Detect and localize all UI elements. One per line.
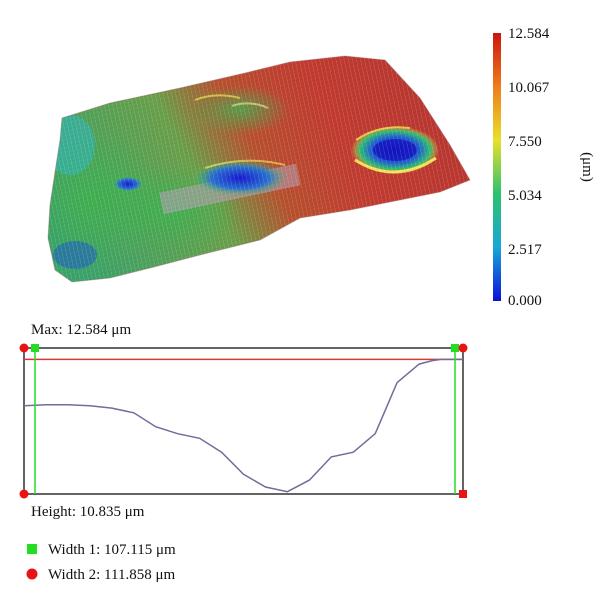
colorbar-tick-1: 10.067 (508, 80, 550, 96)
legend-width1-label: Width 1: 107.115 μm (48, 542, 176, 558)
legend-width2-marker (26, 568, 38, 580)
profile-plot: Max: 12.584 μm Height: 10.835 μm Width 1… (19, 322, 468, 583)
colorbar-unit-label: (μm) (579, 152, 595, 182)
corner-marker-bottom-right (459, 490, 467, 498)
profile-frame (23, 347, 464, 495)
colorbar-tick-0: 12.584 (508, 26, 550, 42)
surface-plot: 12.584 10.067 7.550 5.034 2.517 0.000 (μ… (47, 26, 595, 309)
max-annotation: Max: 12.584 μm (31, 322, 131, 338)
colorbar (493, 33, 501, 301)
colorbar-tick-3: 5.034 (508, 188, 542, 204)
profile-line (23, 358, 463, 493)
colorbar-tick-2: 7.550 (508, 134, 542, 150)
height-annotation: Height: 10.835 μm (31, 504, 145, 520)
legend-width2-label: Width 2: 111.858 μm (48, 567, 175, 583)
legend-width1-marker (27, 544, 37, 554)
corner-marker-top-right (458, 343, 468, 353)
corner-marker-top-left (19, 343, 29, 353)
colorbar-tick-5: 0.000 (508, 293, 542, 309)
surface-body (47, 55, 471, 283)
colorbar-tick-4: 2.517 (508, 242, 542, 258)
colorbar-ticks: 12.584 10.067 7.550 5.034 2.517 0.000 (508, 26, 550, 309)
corner-marker-bottom-left (19, 489, 29, 499)
width1-left-marker (31, 344, 39, 352)
width1-right-marker (451, 344, 459, 352)
legend: Width 1: 107.115 μm Width 2: 111.858 μm (26, 542, 176, 583)
